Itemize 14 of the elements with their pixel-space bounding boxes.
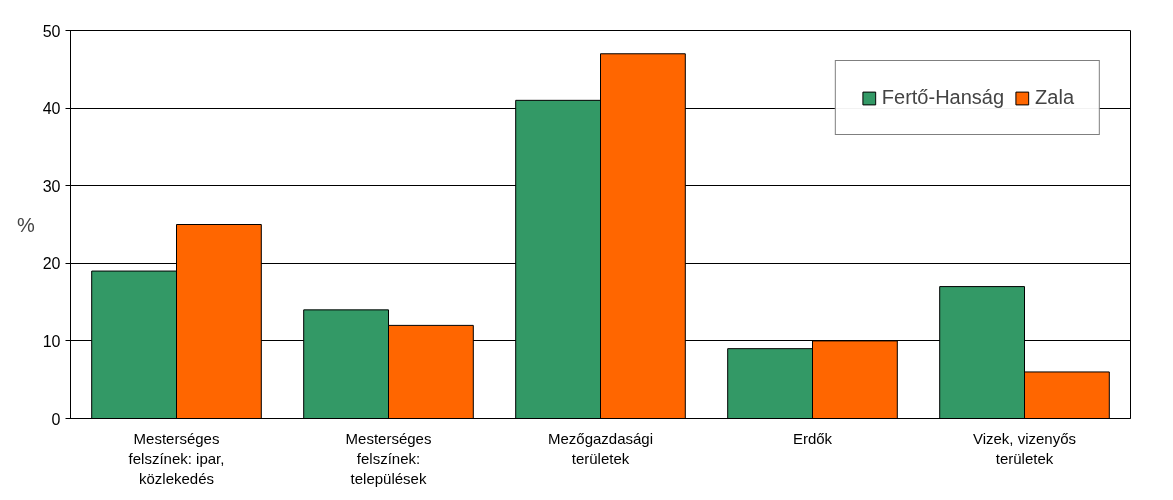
y-tick-label: 40 (42, 100, 61, 118)
y-tick-label: 30 (42, 177, 61, 195)
y-tick-label: 20 (42, 255, 61, 273)
y-axis-title: % (16, 213, 35, 236)
x-tick-label: Erdők (792, 429, 833, 447)
y-tick-label: 10 (42, 332, 61, 350)
x-tick-label: Vizek, vizenyős területek (972, 429, 1077, 467)
legend-label: Fertő-Hanság (881, 86, 1005, 109)
x-tick-label: Mesterséges felszínek: ipar, közlekedés (128, 429, 225, 488)
x-tick-label: Mezőgazdasági területek (547, 429, 654, 467)
y-tick-label: 0 (51, 410, 61, 428)
legend-label: Zala (1035, 86, 1074, 109)
x-tick-label: Mesterséges felszínek: települések (345, 429, 432, 488)
y-tick-label: 50 (42, 22, 61, 40)
